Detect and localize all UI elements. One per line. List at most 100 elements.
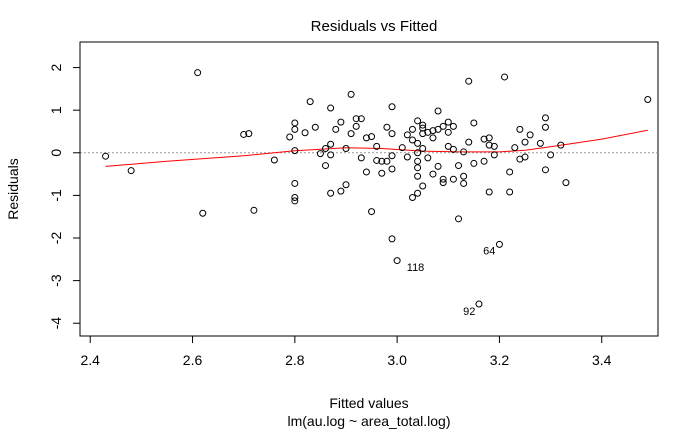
data-point xyxy=(501,73,509,81)
data-point xyxy=(403,131,411,139)
x-tick-label: 3.2 xyxy=(490,352,510,368)
data-point xyxy=(439,179,447,187)
data-point xyxy=(644,96,652,104)
x-tick-label: 2.4 xyxy=(80,352,100,368)
data-point xyxy=(327,104,335,112)
data-point xyxy=(388,130,396,138)
data-point xyxy=(347,130,355,138)
data-point xyxy=(408,136,416,144)
data-point xyxy=(378,169,386,177)
data-point xyxy=(352,122,360,130)
data-point xyxy=(357,154,365,162)
data-point xyxy=(455,215,463,223)
data-point xyxy=(490,151,498,159)
data-point xyxy=(408,194,416,202)
y-tick-label: -2 xyxy=(48,232,64,245)
data-point xyxy=(368,208,376,216)
data-point xyxy=(342,145,350,153)
data-point xyxy=(521,138,529,146)
data-point xyxy=(419,182,427,190)
data-point xyxy=(414,164,422,172)
data-point xyxy=(408,125,416,133)
data-point xyxy=(414,117,422,125)
data-point xyxy=(449,122,457,130)
data-point xyxy=(460,148,468,156)
y-tick-label: 2 xyxy=(48,63,64,71)
data-point xyxy=(291,179,299,187)
data-point xyxy=(414,157,422,165)
data-point xyxy=(485,188,493,196)
data-point xyxy=(316,150,324,158)
data-point xyxy=(373,142,381,150)
y-tick-label: 1 xyxy=(48,106,64,114)
x-axis-title: Fitted values xyxy=(329,395,408,411)
data-point xyxy=(414,189,422,197)
outlier-label: 92 xyxy=(463,306,475,318)
data-point xyxy=(480,157,488,165)
data-point xyxy=(291,125,299,133)
data-point xyxy=(485,141,493,149)
y-axis: -4 -3 -2 -1 0 1 2 xyxy=(48,63,81,330)
data-point xyxy=(127,167,135,175)
data-point xyxy=(398,144,406,152)
y-tick-label: -4 xyxy=(48,317,64,330)
data-point xyxy=(240,130,248,138)
data-point xyxy=(388,103,396,111)
data-point xyxy=(322,145,330,153)
plot-frame xyxy=(79,41,659,337)
data-point xyxy=(311,123,319,131)
data-point xyxy=(337,118,345,126)
data-point xyxy=(327,151,335,159)
data-point xyxy=(291,119,299,127)
data-point xyxy=(378,157,386,165)
residual-points xyxy=(102,69,652,308)
data-point xyxy=(439,175,447,183)
x-tick-label: 3.0 xyxy=(387,352,407,368)
x-tick-label: 2.8 xyxy=(285,352,305,368)
data-point xyxy=(475,300,483,308)
data-point xyxy=(393,257,401,265)
data-point xyxy=(414,149,422,157)
data-point xyxy=(250,206,258,214)
data-point xyxy=(419,130,427,138)
data-point xyxy=(434,162,442,170)
data-point xyxy=(444,128,452,136)
data-point xyxy=(490,142,498,150)
data-point xyxy=(322,162,330,170)
data-point xyxy=(521,153,529,161)
data-point xyxy=(388,235,396,243)
data-point xyxy=(434,107,442,115)
y-tick-label: 0 xyxy=(48,149,64,157)
data-point xyxy=(455,162,463,170)
data-point xyxy=(424,154,432,162)
data-point xyxy=(449,145,457,153)
data-point xyxy=(495,240,503,248)
chart-title: Residuals vs Fitted xyxy=(311,18,438,35)
data-point xyxy=(429,127,437,135)
data-point xyxy=(306,98,314,106)
data-point xyxy=(357,115,365,123)
data-point xyxy=(245,130,253,138)
data-point xyxy=(429,170,437,178)
data-point xyxy=(470,119,478,127)
data-point xyxy=(557,141,565,149)
data-point xyxy=(414,139,422,147)
data-point xyxy=(536,139,544,147)
data-point xyxy=(444,118,452,126)
data-point xyxy=(419,145,427,153)
data-point xyxy=(562,179,570,187)
data-point xyxy=(547,151,555,159)
x-tick-label: 3.4 xyxy=(592,352,612,368)
data-point xyxy=(506,188,514,196)
outlier-label: 64 xyxy=(483,246,495,258)
data-point xyxy=(419,121,427,129)
data-point xyxy=(429,134,437,142)
data-point xyxy=(286,133,294,141)
data-point xyxy=(291,147,299,155)
data-point xyxy=(388,165,396,173)
data-point xyxy=(485,134,493,142)
data-point xyxy=(460,172,468,180)
data-point xyxy=(434,125,442,133)
data-point xyxy=(347,90,355,98)
